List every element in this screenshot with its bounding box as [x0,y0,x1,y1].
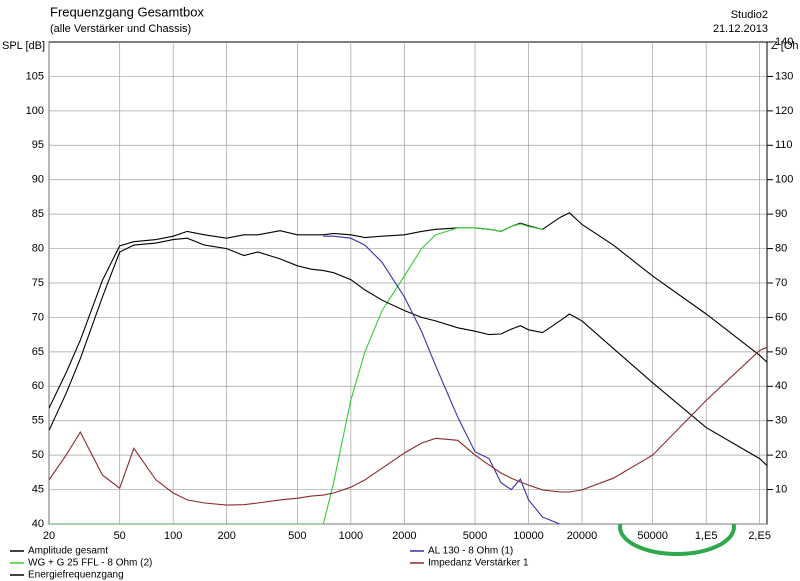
y-tick-label: 55 [32,415,44,427]
y2-tick-label: 40 [775,380,787,392]
y-tick-label: 50 [32,449,44,461]
legend-label: WG + G 25 FFL - 8 Ohm (2) [28,558,152,569]
legend-label: AL 130 - 8 Ohm (1) [428,546,513,557]
y2-tick-label: 20 [775,449,787,461]
y-tick-label: 45 [32,483,44,495]
x-tick-label: 10000 [513,530,544,542]
y-tick-label: 90 [32,174,44,186]
x-tick-label: 5000 [463,530,487,542]
y2-tick-label: 120 [775,105,793,117]
x-tick-label: 500 [288,530,306,542]
y-tick-label: 80 [32,242,44,254]
y2-axis-label: Z [Oh [771,40,799,52]
y2-tick-label: 50 [775,346,787,358]
chart-title: Frequenzgang Gesamtbox [50,4,204,19]
y2-tick-label: 90 [775,208,787,220]
chart-subtitle: (alle Verstärker und Chassis) [50,23,191,35]
y2-tick-label: 110 [775,139,793,151]
x-tick-label: 2000 [392,530,416,542]
legend-label: Impedanz Verstärker 1 [428,558,529,569]
x-tick-label: 1000 [339,530,363,542]
series-line [49,223,543,524]
y-tick-label: 95 [32,139,44,151]
series-line [49,237,767,466]
x-tick-label: 1,E5 [695,530,718,542]
y-tick-label: 70 [32,311,44,323]
series-line [49,346,767,506]
x-tick-label: 20000 [567,530,598,542]
y-tick-label: 40 [32,518,44,530]
series-group [49,212,767,524]
y2-tick-label: 130 [775,70,793,82]
y-tick-label: 85 [32,208,44,220]
y2-tick-label: 30 [775,415,787,427]
legend-label: Energiefrequenzgang [28,570,124,581]
y-tick-label: 105 [26,70,44,82]
annotation: 21.12.2013 [713,23,768,35]
x-tick-label: 20 [43,530,55,542]
legend-label: Amplitude gesamt [28,546,108,557]
y2-tick-label: 70 [775,277,787,289]
y-tick-label: 65 [32,346,44,358]
series-line [323,235,561,524]
x-tick-label: 50 [114,530,126,542]
y2-tick-label: 80 [775,242,787,254]
y2-tick-label: 60 [775,311,787,323]
x-tick-label: 2,E5 [748,530,771,542]
y-tick-label: 100 [26,105,44,117]
y2-tick-label: 140 [775,36,793,48]
series-line [49,212,767,409]
y-tick-label: 75 [32,277,44,289]
x-tick-label: 200 [217,530,235,542]
x-tick-label: 100 [164,530,182,542]
annotation: Studio2 [731,9,768,21]
y-axis-label: SPL [dB] [2,40,45,52]
x-tick-label: 50000 [637,530,668,542]
y-tick-label: 60 [32,380,44,392]
y2-tick-label: 10 [775,483,787,495]
y2-tick-label: 100 [775,174,793,186]
